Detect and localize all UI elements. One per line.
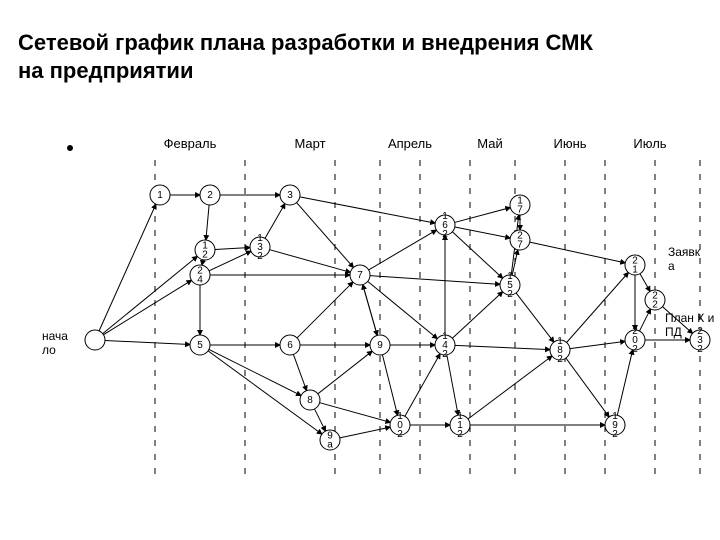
- month-label: Апрель: [388, 136, 432, 151]
- node-label: 2: [557, 354, 563, 365]
- edge: [455, 227, 510, 238]
- edge: [382, 355, 397, 416]
- side-label: нача: [42, 329, 68, 343]
- edge: [297, 203, 354, 268]
- edge: [468, 356, 552, 419]
- edge: [202, 260, 203, 265]
- edge: [314, 409, 325, 431]
- edge: [452, 232, 502, 278]
- edge: [297, 282, 353, 338]
- edge: [570, 341, 625, 348]
- edge: [447, 355, 458, 415]
- month-label: Май: [477, 136, 502, 151]
- node-label: 2: [257, 251, 263, 262]
- side-label: а: [668, 259, 675, 273]
- node-label: 2: [207, 190, 213, 201]
- edge: [104, 280, 192, 334]
- edge: [455, 345, 550, 349]
- edge: [369, 230, 437, 270]
- node-label: 8: [307, 395, 313, 406]
- edge: [405, 354, 440, 417]
- side-label: План К и: [665, 311, 714, 325]
- node-label: 2: [652, 300, 658, 311]
- node-label: 2: [612, 429, 618, 440]
- edge: [452, 292, 502, 338]
- node-label: 9: [377, 340, 383, 351]
- network-diagram: ФевральМартАпрельМайИюньИюльначалоЗаявка…: [0, 0, 720, 540]
- edge: [566, 358, 609, 417]
- side-label: ло: [42, 343, 56, 357]
- edge: [318, 351, 372, 394]
- edge: [265, 204, 285, 239]
- edge: [340, 427, 390, 438]
- edge: [640, 274, 650, 292]
- month-label: Март: [294, 136, 325, 151]
- node-label: 2: [457, 429, 463, 440]
- edge: [270, 250, 351, 273]
- node-label: 1: [632, 265, 638, 276]
- edge: [639, 309, 650, 331]
- edge: [455, 208, 511, 223]
- side-label: Заявк: [668, 245, 701, 259]
- node-label: 2: [442, 229, 448, 240]
- edge: [516, 293, 554, 342]
- edge: [103, 256, 198, 333]
- edge: [293, 354, 306, 390]
- edge: [363, 285, 378, 336]
- edge: [530, 242, 625, 263]
- node-label: 4: [197, 275, 203, 286]
- month-label: Июль: [633, 136, 666, 151]
- node-label: а: [327, 440, 333, 451]
- node-label: 2: [507, 289, 513, 300]
- side-label: ПД: [665, 325, 682, 339]
- month-label: Июнь: [553, 136, 586, 151]
- node-label: 5: [197, 340, 203, 351]
- edge: [206, 205, 209, 240]
- edge: [300, 197, 435, 223]
- node-label: 2: [397, 429, 403, 440]
- node-label: 2: [202, 250, 208, 261]
- edge: [617, 350, 632, 416]
- edge: [105, 340, 190, 344]
- node: [85, 330, 105, 350]
- node-label: 3: [287, 190, 293, 201]
- node-label: 6: [287, 340, 293, 351]
- node-label: 7: [517, 240, 523, 251]
- edge: [370, 276, 500, 285]
- edge: [209, 349, 301, 395]
- node-label: 7: [357, 270, 363, 281]
- node-label: 2: [697, 344, 703, 355]
- node-label: 7: [517, 205, 523, 216]
- node-label: 1: [157, 190, 163, 201]
- edge: [99, 204, 156, 331]
- edge: [567, 272, 629, 342]
- month-label: Февраль: [164, 136, 217, 151]
- node-label: 2: [442, 349, 448, 360]
- edge: [368, 281, 438, 338]
- node-label: 2: [632, 344, 638, 355]
